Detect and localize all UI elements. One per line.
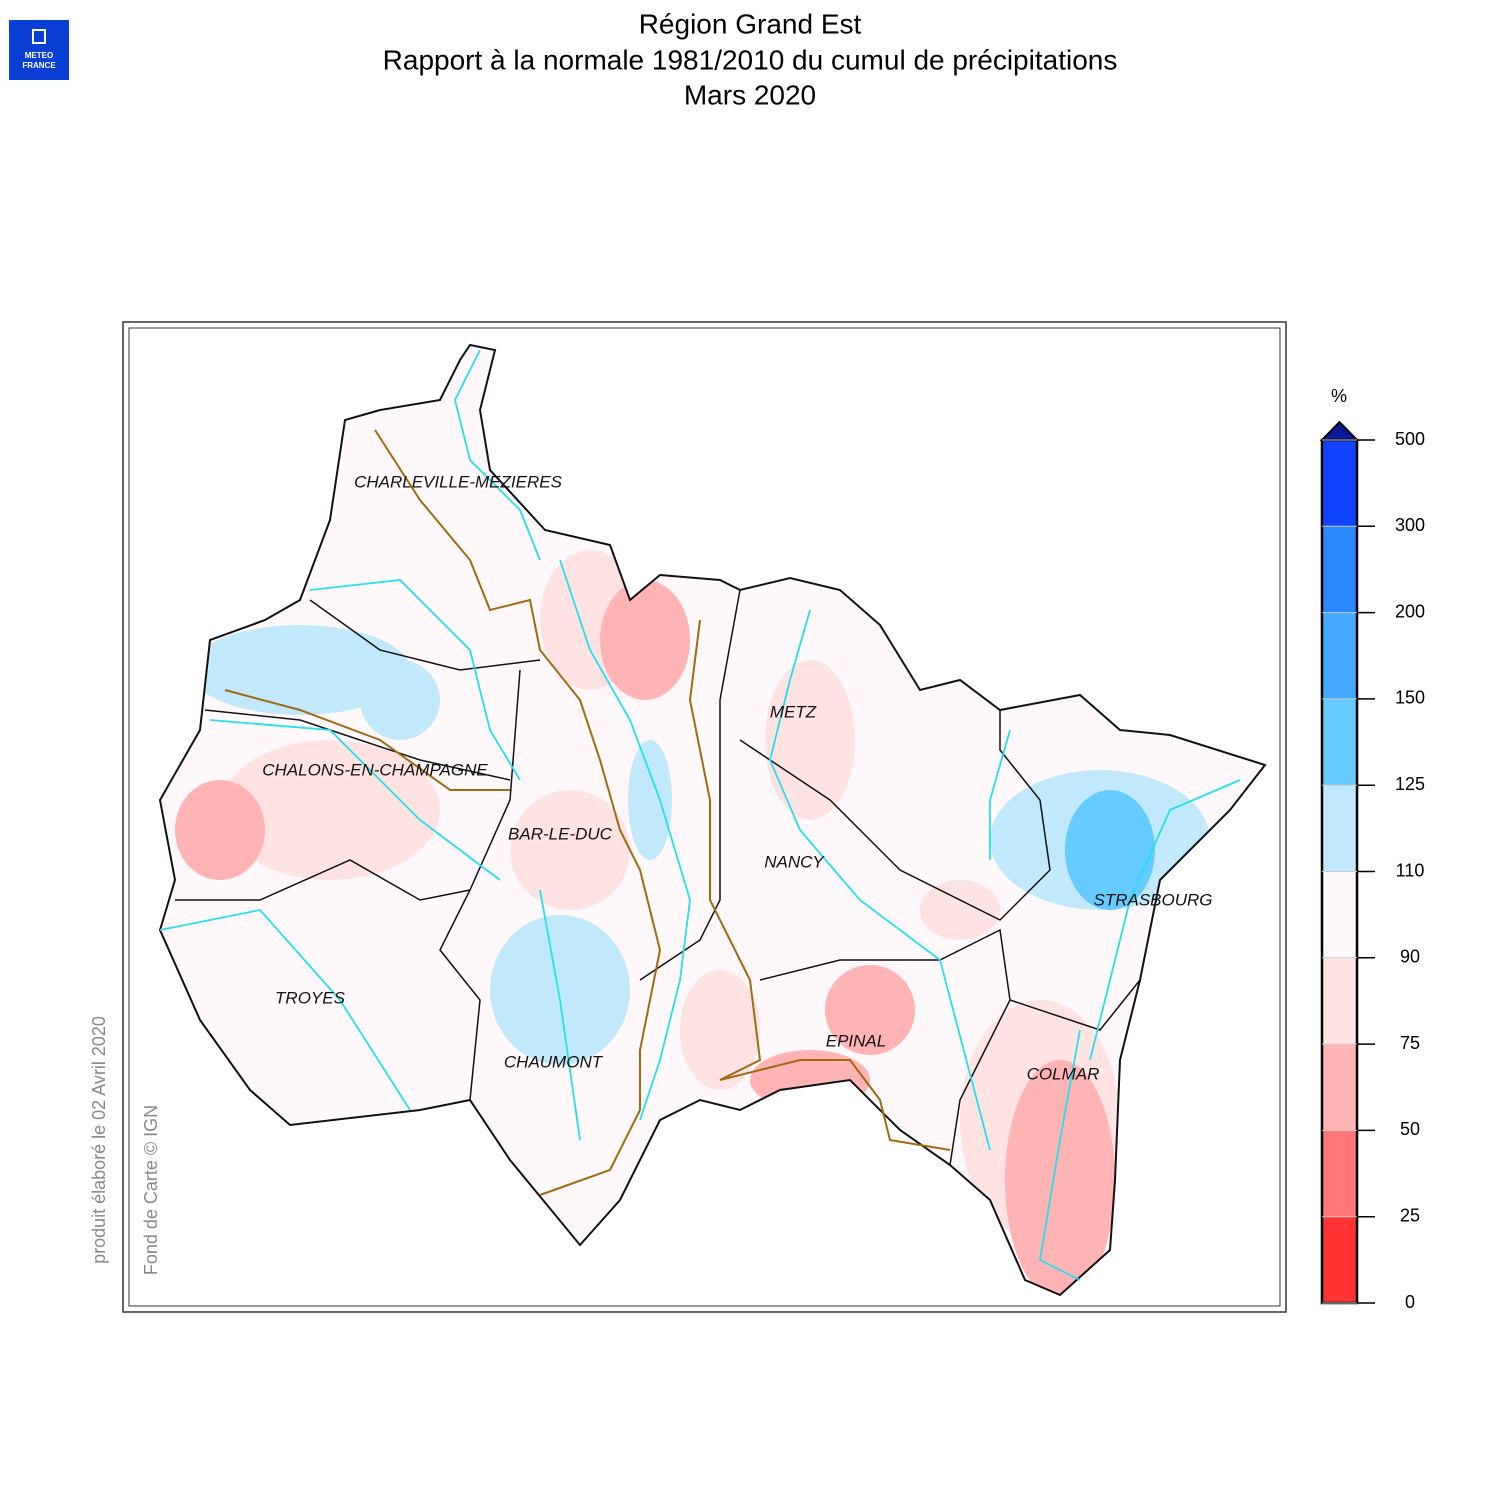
logo-text: METEO xyxy=(25,51,53,60)
city-label: CHALONS-EN-CHAMPAGNE xyxy=(262,760,488,779)
legend-tick-label: 50 xyxy=(1400,1119,1420,1139)
class-area xyxy=(490,915,630,1065)
city-label: METZ xyxy=(770,702,817,721)
border xyxy=(1009,979,1141,1031)
map-frame xyxy=(128,327,1281,1307)
map-fill xyxy=(160,345,1265,1295)
class-area xyxy=(920,880,1000,940)
class-area xyxy=(1065,790,1155,910)
city-label: TROYES xyxy=(275,988,346,1007)
cities: CHARLEVILLE-MEZIERES CHALONS-EN-CHAMPAGNE… xyxy=(262,472,1212,1083)
basin-border xyxy=(688,619,951,1151)
legend-tick-label: 300 xyxy=(1395,515,1425,535)
legend-swatch xyxy=(1322,698,1357,786)
legend-swatch xyxy=(1322,785,1357,872)
title: Mars 2020 xyxy=(684,79,816,110)
river xyxy=(1039,1029,1081,1281)
legend-swatch xyxy=(1322,1130,1357,1217)
legend-tick-label: 200 xyxy=(1395,601,1425,621)
class-area xyxy=(510,790,630,910)
map-frame xyxy=(122,321,1287,1313)
border xyxy=(309,599,541,671)
title: Région Grand Est xyxy=(639,8,862,39)
legend-swatch xyxy=(1322,526,1357,613)
city-label: EPINAL xyxy=(826,1031,886,1050)
legend-swatch xyxy=(1322,957,1357,1045)
title: Rapport à la normale 1981/2010 du cumul … xyxy=(383,44,1118,75)
legend-tick-label: 25 xyxy=(1400,1205,1420,1225)
city-label: BAR-LE-DUC xyxy=(508,824,613,843)
legend-tick-label: 150 xyxy=(1395,688,1425,708)
border xyxy=(739,710,1051,921)
rivers xyxy=(159,349,1241,1281)
class-area xyxy=(765,660,855,820)
city-label: STRASBOURG xyxy=(1093,890,1212,909)
department-borders xyxy=(175,589,1141,1166)
legend-tick-label: 125 xyxy=(1395,774,1425,794)
border xyxy=(639,589,741,981)
city-label: CHAUMONT xyxy=(504,1052,604,1071)
legend-swatch xyxy=(1322,1044,1357,1131)
basin-border xyxy=(374,429,662,1196)
river xyxy=(1089,779,1241,1061)
legend-unit: % xyxy=(1331,386,1347,406)
basin-border xyxy=(224,689,510,791)
river xyxy=(209,719,501,881)
class-area xyxy=(825,965,915,1055)
class-area xyxy=(1005,1060,1115,1295)
class-area xyxy=(600,580,690,700)
basin-borders xyxy=(224,429,951,1196)
logo-icon xyxy=(32,29,46,44)
legend-swatch xyxy=(1322,871,1357,958)
legend-tick-label: 90 xyxy=(1400,947,1420,967)
class-area xyxy=(360,660,440,740)
note: Fond de Carte © IGN xyxy=(141,1105,161,1275)
legend: 0 25 50 75 90 110 125 150 200 300 500 xyxy=(1319,420,1425,1312)
legend-swatch xyxy=(1322,612,1357,699)
class-area xyxy=(220,740,440,880)
legend-over xyxy=(1319,420,1360,441)
city-label: CHARLEVILLE-MEZIERES xyxy=(354,472,562,491)
river xyxy=(309,579,521,781)
city-label: COLMAR xyxy=(1027,1064,1100,1083)
legend-tick-label: 0 xyxy=(1405,1292,1415,1312)
river xyxy=(454,349,541,561)
river xyxy=(559,559,691,1121)
city-label: NANCY xyxy=(764,852,825,871)
border xyxy=(204,709,511,781)
legend-tick-label: 110 xyxy=(1396,860,1425,880)
class-area xyxy=(628,740,672,860)
border xyxy=(439,669,521,1101)
legend-swatch xyxy=(1322,1216,1357,1303)
border xyxy=(175,859,471,901)
river xyxy=(159,909,411,1111)
class-area xyxy=(680,970,760,1090)
class-area xyxy=(190,625,410,715)
border xyxy=(759,928,1011,1166)
river xyxy=(539,889,581,1141)
river xyxy=(989,729,1011,860)
legend-swatch xyxy=(1322,440,1357,527)
logo-text: FRANCE xyxy=(22,61,56,70)
legend-tick-label: 75 xyxy=(1400,1033,1420,1053)
river xyxy=(769,609,991,1151)
class-area xyxy=(175,780,265,880)
legend-tick-label: 500 xyxy=(1395,429,1425,449)
note: produit élaboré le 02 Avril 2020 xyxy=(89,1016,109,1264)
